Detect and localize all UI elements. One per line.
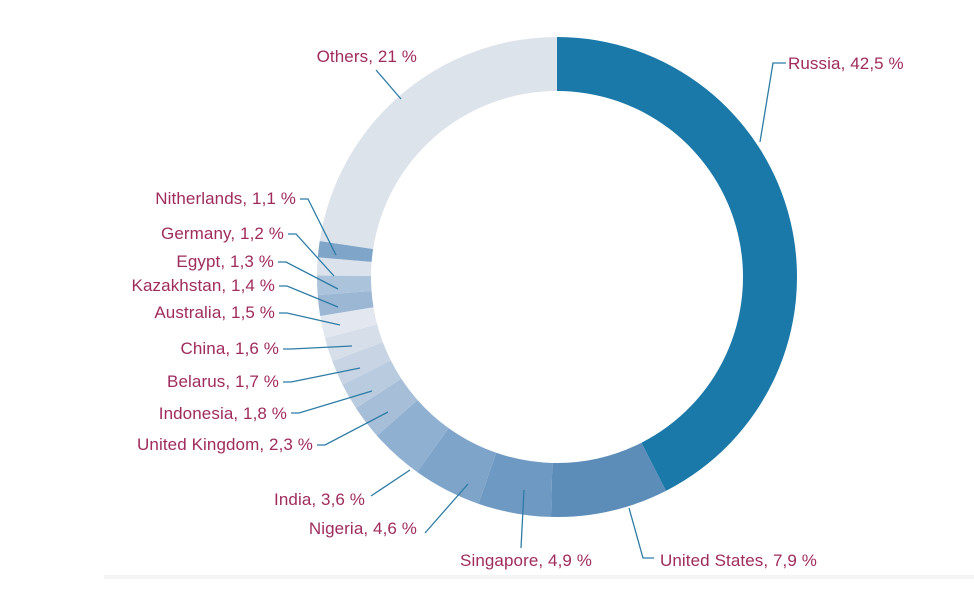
slice-others [319,37,557,250]
leader-line-united-states [628,507,654,559]
slice-singapore [478,452,553,517]
slice-label-others: Others, 21 % [316,47,417,66]
slice-label-russia: Russia, 42,5 % [788,54,904,73]
slice-label-china: China, 1,6 % [180,339,279,358]
slice-china [324,324,383,362]
slice-kazakhstan [317,291,374,317]
slice-label-indonesia: Indonesia, 1,8 % [158,404,287,423]
slice-egypt [316,275,372,296]
leader-line-others [375,69,402,100]
leader-line-kazakhstan [279,285,339,308]
page-edge-line [104,575,974,579]
slice-label-germany: Germany, 1,2 % [161,224,284,243]
slice-label-india: India, 3,6 % [274,490,365,509]
slice-australia [320,307,378,339]
leader-line-germany [288,233,335,277]
slice-belarus [332,342,391,385]
slice-label-singapore: Singapore, 4,9 % [460,551,593,570]
slice-label-united-states: United States, 7,9 % [660,551,817,570]
leader-line-russia [759,62,786,143]
leader-line-united-kingdom [317,411,389,446]
slice-indonesia [342,360,402,409]
leader-line-australia [279,312,341,326]
leader-line-belarus [283,367,361,383]
leader-line-india [370,469,411,497]
slice-germany [317,257,372,276]
slice-india [376,400,449,473]
leader-line-china [283,345,353,350]
leader-line-singapore [520,489,525,549]
leader-line-nigeria [424,483,469,534]
slice-label-egypt: Egypt, 1,3 % [176,252,274,271]
slice-label-nigeria: Nigeria, 4,6 % [308,519,417,538]
leader-line-egypt [278,261,339,290]
leader-line-nitherlands [300,198,337,256]
slice-united-states [550,442,666,517]
slice-label-australia: Australia, 1,5 % [154,303,275,322]
slice-label-belarus: Belarus, 1,7 % [167,372,279,391]
leader-line-indonesia [291,390,373,414]
slice-nigeria [417,428,497,504]
slice-label-nitherlands: Nitherlands, 1,1 % [155,189,296,208]
slice-label-united-kingdom: United Kingdom, 2,3 % [137,435,313,454]
slice-label-kazakhstan: Kazakhstan, 1,4 % [131,276,275,295]
slice-russia [557,37,797,491]
